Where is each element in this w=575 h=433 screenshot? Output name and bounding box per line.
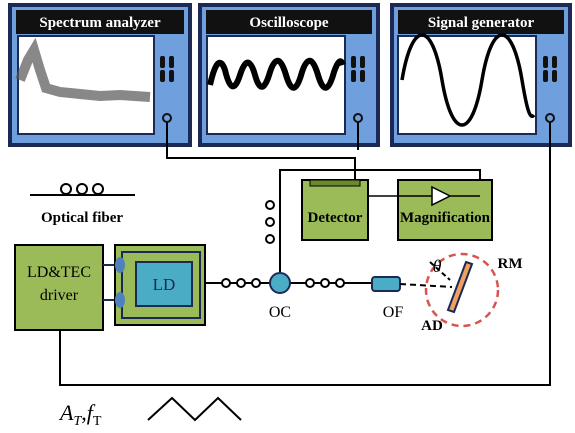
of-label: OF	[383, 304, 404, 321]
driver-label: driver	[40, 287, 79, 304]
label: Spectrum analyzer	[39, 15, 161, 31]
fiber-legend: Optical fiber	[30, 184, 135, 226]
fiber-coils	[266, 201, 274, 243]
theta: θ	[433, 256, 442, 276]
label: Oscilloscope	[249, 15, 329, 31]
modulation-label: AT,fT	[58, 400, 102, 429]
label: Optical fiber	[41, 210, 123, 226]
of	[372, 277, 400, 291]
oc-label: OC	[269, 304, 291, 321]
detector-label: Detector	[308, 210, 363, 226]
ld-label: LD	[153, 275, 176, 294]
magnification-label: Magnification	[400, 210, 491, 226]
label: Signal generator	[428, 15, 535, 31]
rm-label: RM	[498, 256, 523, 272]
ad-label: AD	[421, 318, 443, 334]
oc	[270, 273, 290, 293]
driver-label: LD&TEC	[27, 264, 91, 281]
diagram: Spectrum analyzer Oscilloscope Signal ge…	[0, 0, 575, 433]
triangle-wave	[148, 398, 241, 420]
